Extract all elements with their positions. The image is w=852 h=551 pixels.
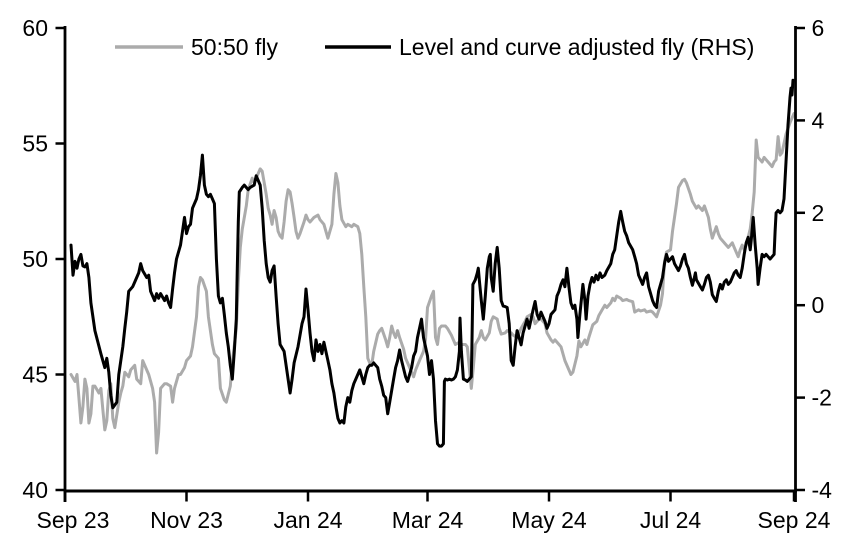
right-axis-tick-label: 6 — [812, 15, 825, 41]
x-axis-tick-label: Nov 23 — [150, 507, 223, 533]
series-layer — [69, 78, 796, 455]
left-axis-tick-label: 50 — [22, 246, 48, 272]
right-axis-tick-label: 0 — [812, 292, 825, 318]
legend-label-5050-fly: 50:50 fly — [191, 34, 278, 60]
x-axis-tick-label: Jan 24 — [273, 507, 342, 533]
x-axis-tick-label: May 24 — [511, 507, 587, 533]
axes-layer: 60 55 50 45 40 6 4 2 0 -2 -4 Sep 23 Nov 23 Jan 24 Mar … — [22, 15, 832, 533]
legend-label-level-curve-fly: Level and curve adjusted fly (RHS) — [399, 34, 754, 60]
left-axis-tick-label: 60 — [22, 15, 48, 41]
left-axis-tick-label: 45 — [22, 362, 48, 388]
x-axis-tick-label: Sep 23 — [37, 507, 110, 533]
left-axis-tick-label: 55 — [22, 131, 48, 157]
x-axis-tick-label: Jul 24 — [640, 507, 702, 533]
right-axis-tick-label: -2 — [812, 385, 832, 411]
left-axis-tick-label: 40 — [22, 477, 48, 503]
legend: 50:50 fly Level and curve adjusted fly (… — [115, 34, 754, 60]
x-axis-tick-label: Sep 24 — [758, 507, 831, 533]
series-line-1 — [69, 78, 795, 448]
series-line-0 — [69, 112, 796, 455]
x-axis-tick-label: Mar 24 — [392, 507, 464, 533]
right-axis-tick-label: 2 — [812, 200, 825, 226]
right-axis-tick-label: -4 — [812, 477, 833, 503]
right-axis-tick-label: 4 — [812, 107, 825, 133]
